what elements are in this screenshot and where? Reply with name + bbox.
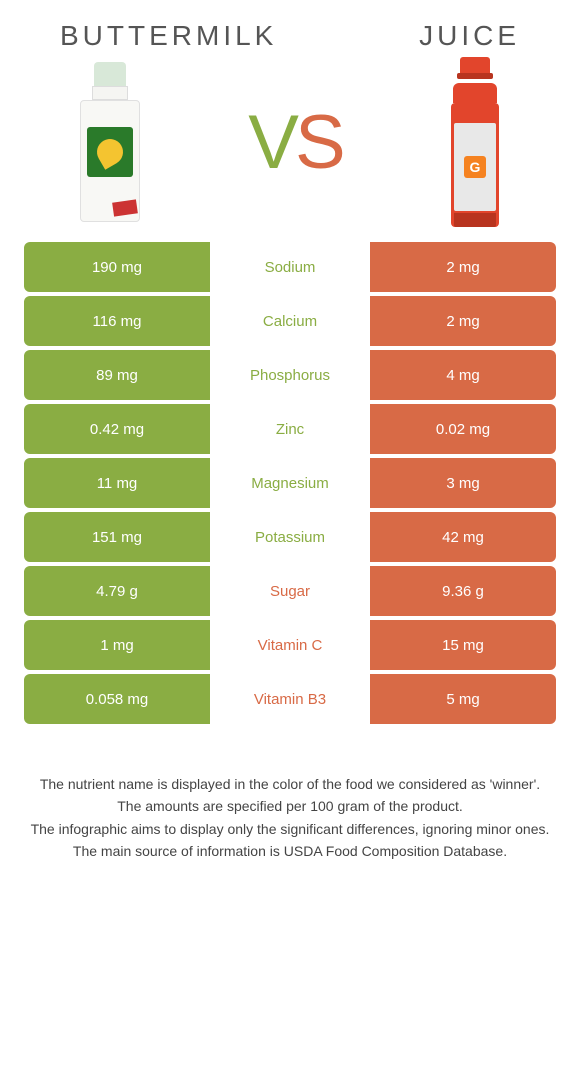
comparison-table: 190 mgSodium2 mg116 mgCalcium2 mg89 mgPh…	[0, 242, 580, 724]
nutrient-label: Potassium	[210, 512, 370, 562]
table-row: 151 mgPotassium42 mg	[24, 512, 556, 562]
nutrient-label: Sodium	[210, 242, 370, 292]
nutrient-label: Phosphorus	[210, 350, 370, 400]
table-row: 116 mgCalcium2 mg	[24, 296, 556, 346]
table-row: 0.058 mgVitamin B35 mg	[24, 674, 556, 724]
nutrient-label: Zinc	[210, 404, 370, 454]
value-right: 9.36 g	[370, 566, 556, 616]
value-right: 2 mg	[370, 296, 556, 346]
footer-line: The nutrient name is displayed in the co…	[30, 774, 550, 794]
table-row: 11 mgMagnesium3 mg	[24, 458, 556, 508]
buttermilk-bottle-icon	[70, 62, 150, 222]
vs-s: S	[295, 99, 342, 186]
value-right: 42 mg	[370, 512, 556, 562]
table-row: 89 mgPhosphorus4 mg	[24, 350, 556, 400]
value-left: 151 mg	[24, 512, 210, 562]
value-left: 190 mg	[24, 242, 210, 292]
nutrient-label: Vitamin B3	[210, 674, 370, 724]
value-right: 0.02 mg	[370, 404, 556, 454]
footer-line: The infographic aims to display only the…	[30, 819, 550, 839]
header: BUTTERMILK JUICE	[0, 0, 580, 62]
nutrient-label: Vitamin C	[210, 620, 370, 670]
product-images-row: V S G	[0, 62, 580, 242]
footer-line: The main source of information is USDA F…	[30, 841, 550, 861]
vs-v: V	[248, 99, 295, 186]
nutrient-label: Magnesium	[210, 458, 370, 508]
table-row: 4.79 gSugar9.36 g	[24, 566, 556, 616]
value-left: 89 mg	[24, 350, 210, 400]
value-right: 4 mg	[370, 350, 556, 400]
value-right: 2 mg	[370, 242, 556, 292]
footer-line: The amounts are specified per 100 gram o…	[30, 796, 550, 816]
title-right: JUICE	[419, 20, 520, 52]
juice-bottle-icon: G	[440, 57, 510, 227]
value-right: 5 mg	[370, 674, 556, 724]
value-left: 1 mg	[24, 620, 210, 670]
nutrient-label: Calcium	[210, 296, 370, 346]
table-row: 1 mgVitamin C15 mg	[24, 620, 556, 670]
table-row: 190 mgSodium2 mg	[24, 242, 556, 292]
value-left: 0.058 mg	[24, 674, 210, 724]
value-right: 15 mg	[370, 620, 556, 670]
vs-label: V S	[248, 99, 341, 186]
value-left: 4.79 g	[24, 566, 210, 616]
value-left: 116 mg	[24, 296, 210, 346]
value-right: 3 mg	[370, 458, 556, 508]
value-left: 0.42 mg	[24, 404, 210, 454]
nutrient-label: Sugar	[210, 566, 370, 616]
value-left: 11 mg	[24, 458, 210, 508]
footer-notes: The nutrient name is displayed in the co…	[0, 724, 580, 861]
table-row: 0.42 mgZinc0.02 mg	[24, 404, 556, 454]
title-left: BUTTERMILK	[60, 20, 277, 52]
